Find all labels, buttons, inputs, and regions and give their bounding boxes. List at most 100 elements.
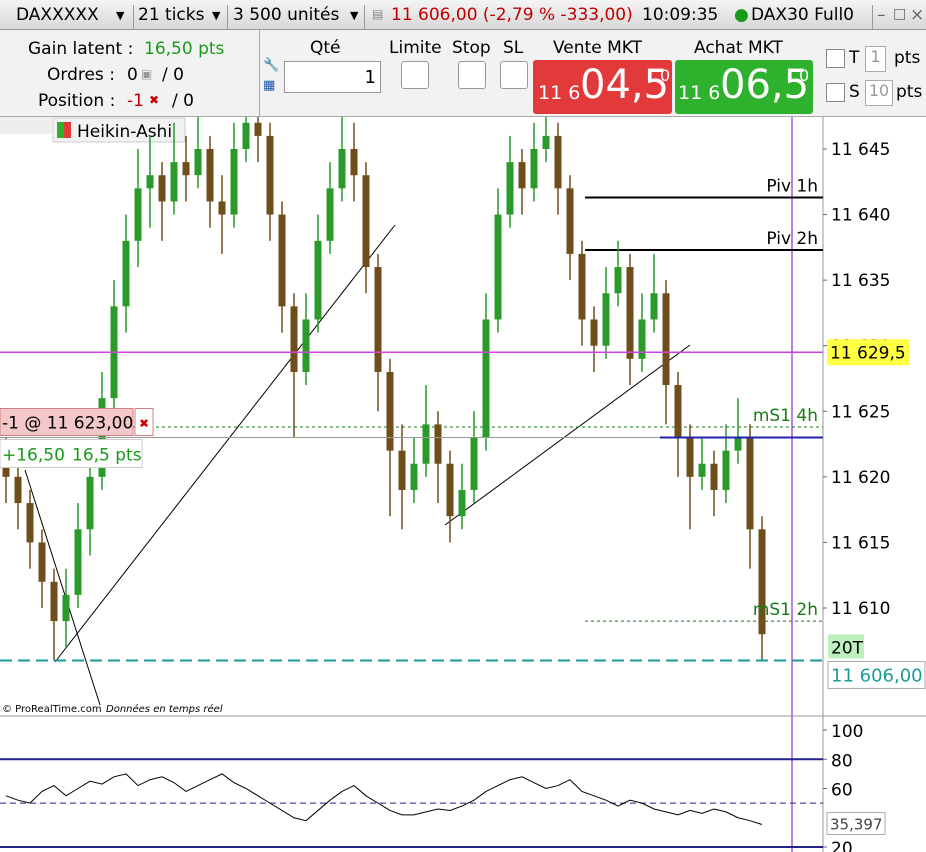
buy-label: Achat MKT	[694, 38, 783, 58]
candle-body	[662, 293, 670, 386]
candle-body	[722, 450, 730, 490]
candle-body	[194, 148, 202, 176]
close-icon[interactable]: ✖	[149, 93, 160, 107]
caret: ▼	[212, 9, 221, 22]
pnl-pts: 16,5 pts	[72, 446, 142, 466]
qty-input[interactable]: 1	[284, 61, 381, 93]
candle-body	[122, 240, 130, 307]
candle-body	[626, 267, 634, 359]
buy-price: 06,5	[720, 62, 810, 108]
instrument[interactable]: DAXXXXX	[16, 5, 99, 25]
level-label: Piv 2h	[766, 229, 818, 249]
candle-body	[374, 267, 382, 372]
candle-body	[734, 437, 742, 451]
pnl-box	[0, 439, 143, 469]
level-label: Piv 1h	[766, 177, 818, 197]
feed-dot: ●	[734, 5, 749, 25]
indicator-box	[52, 117, 186, 143]
position-label: Position :	[38, 91, 116, 111]
window-controls[interactable]: □	[893, 6, 907, 22]
candle-body	[698, 463, 706, 477]
legend-icons	[0, 117, 52, 134]
time: 10:09:35	[642, 5, 719, 25]
limit-button[interactable]: Limite	[389, 38, 442, 58]
candle-body	[74, 529, 82, 595]
legend-swatch	[57, 122, 64, 138]
t-label: T	[849, 48, 860, 68]
buy-sup: 0	[799, 66, 810, 85]
level-label: mS1 4h	[753, 406, 818, 426]
rsi-tick-label: 60	[831, 781, 853, 801]
sell-price: 04,5	[580, 62, 670, 108]
candle-body	[230, 148, 238, 215]
ticks-box	[828, 634, 864, 659]
candle-body	[410, 463, 418, 490]
candle-body	[602, 293, 610, 346]
candle-body	[446, 463, 454, 517]
candle-body	[638, 319, 646, 359]
orders-label: Ordres :	[47, 65, 115, 85]
candle-body	[182, 162, 190, 176]
limit-icon[interactable]	[401, 61, 429, 89]
indicator-label: Heikin-Ashi	[77, 122, 172, 142]
tool-icon[interactable]: 🔧	[263, 58, 280, 73]
rsi-current-label: 35,397	[830, 815, 883, 833]
candle-body	[50, 581, 58, 622]
pnl: +16,50	[2, 446, 65, 466]
y-tick-label: 11 645	[831, 140, 890, 160]
gain-value: 16,50 pts	[144, 39, 225, 59]
window-controls[interactable]: –	[877, 5, 886, 25]
stop-button[interactable]: Stop	[452, 38, 491, 58]
candle-body	[338, 148, 346, 189]
candle-body	[554, 135, 562, 189]
t-input[interactable]: 1	[865, 46, 886, 72]
candle-body	[146, 175, 154, 189]
stop-icon[interactable]	[458, 61, 486, 89]
candle-body	[482, 319, 490, 438]
caret: ▼	[350, 9, 359, 22]
period[interactable]: 21 ticks	[138, 5, 205, 25]
sell-button[interactable]: 11 6 04,5 0	[533, 60, 672, 114]
candle-body	[158, 175, 166, 202]
candle-body	[134, 188, 142, 241]
y-tick-label: 11 635	[831, 271, 890, 291]
candle-body	[242, 122, 250, 149]
s-unit: pts	[896, 82, 923, 102]
candle-body	[362, 175, 370, 268]
buy-button[interactable]: 11 6 06,5 0	[675, 60, 813, 114]
units[interactable]: 3 500 unités	[233, 5, 340, 25]
candle-body	[62, 594, 70, 622]
orders-total: / 0	[162, 65, 184, 85]
t-checkbox[interactable]	[826, 49, 845, 68]
trend-lines	[24, 224, 691, 706]
rsi-tick-label: 80	[831, 751, 853, 771]
legend-swatch	[64, 122, 71, 138]
candle-body	[350, 148, 358, 176]
s-input[interactable]: 10	[865, 80, 893, 106]
y-tick-label: 11 625	[831, 402, 890, 422]
candle-body	[302, 319, 310, 372]
candle-body	[518, 162, 526, 189]
order-close	[134, 408, 154, 437]
candle-body	[674, 385, 682, 438]
candle-body	[530, 148, 538, 189]
copyright: © ProRealTime.com	[2, 704, 102, 715]
candle-body	[458, 489, 466, 517]
s-checkbox[interactable]	[826, 83, 845, 102]
candle-body	[434, 424, 442, 464]
qty-label: Qté	[310, 38, 341, 58]
candle-body	[386, 371, 394, 451]
candle-body	[206, 148, 214, 202]
cancel-icon[interactable]: ▣	[141, 67, 153, 81]
sl-button[interactable]: SL	[503, 38, 524, 58]
keyboard-icon[interactable]: ▦	[263, 78, 276, 93]
window-controls[interactable]: ×	[910, 5, 925, 25]
sl-icon[interactable]	[500, 61, 528, 89]
order-text: -1 @ 11 623,00	[2, 414, 133, 434]
ticks-label: 20T	[831, 638, 864, 658]
candle-body	[590, 319, 598, 346]
quote: 11 606,00 (-2,79 % -333,00)	[391, 5, 633, 25]
sell-label: Vente MKT	[553, 38, 642, 58]
t-unit: pts	[894, 48, 921, 68]
